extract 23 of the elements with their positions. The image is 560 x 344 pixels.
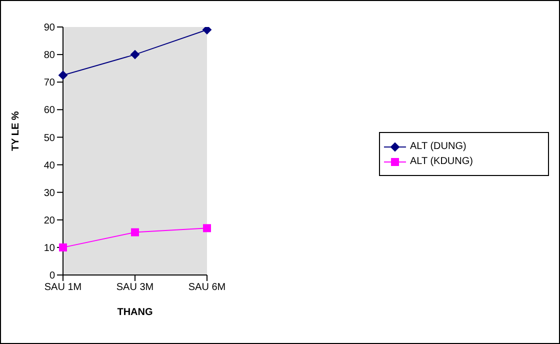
y-tick-label: 0 — [49, 270, 56, 282]
point — [130, 50, 140, 60]
point — [58, 70, 68, 80]
y-tick-label: 50 — [44, 132, 56, 144]
y-tick-label: 10 — [44, 242, 56, 254]
x-axis-title: THANG — [117, 307, 153, 318]
y-tick-label: 40 — [44, 160, 56, 172]
y-tick-label: 30 — [44, 188, 56, 199]
x-tick-label: SAU 3M — [116, 282, 154, 294]
point — [59, 243, 67, 252]
y-tick-label: 80 — [44, 50, 56, 62]
y-tick-label: 20 — [44, 215, 56, 226]
point — [131, 228, 139, 236]
legend-label: ALT (DUNG) — [410, 141, 466, 152]
y-tick-label: 90 — [44, 22, 56, 34]
x-tick-label: SAU 1M — [44, 282, 82, 294]
y-tick-label: 70 — [44, 78, 56, 89]
legend-label: ALT (KDUNG) — [410, 156, 473, 167]
point — [203, 224, 211, 232]
y-axis-title: TY LE % — [10, 111, 22, 151]
x-tick-label: SAU 6M — [188, 282, 226, 294]
point — [202, 27, 212, 34]
y-tick-label: 60 — [44, 105, 56, 116]
